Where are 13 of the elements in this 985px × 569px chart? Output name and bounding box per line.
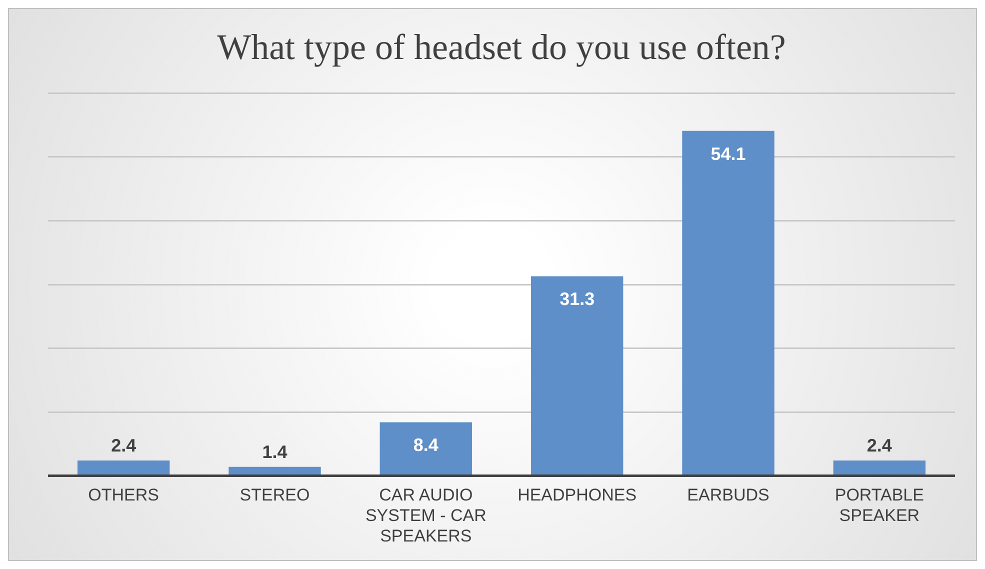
data-label: 2.4: [111, 435, 136, 456]
x-tick-label: CAR AUDIO SYSTEM - CAR SPEAKERS: [365, 486, 486, 546]
x-tick-label: STEREO: [240, 486, 310, 505]
x-tick-label: HEADPHONES: [518, 486, 637, 505]
data-label: 8.4: [413, 435, 438, 456]
x-tick-label: OTHERS: [88, 486, 160, 505]
chart-title: What type of headset do you use often?: [217, 27, 786, 68]
data-label: 31.3: [560, 289, 595, 310]
x-tick-label: PORTABLE SPEAKER: [834, 486, 924, 526]
data-label: 54.1: [710, 144, 746, 164]
data-label: 1.4: [262, 442, 288, 462]
x-tick-label: EARBUDS: [687, 486, 770, 505]
data-label: 2.4: [866, 435, 892, 456]
